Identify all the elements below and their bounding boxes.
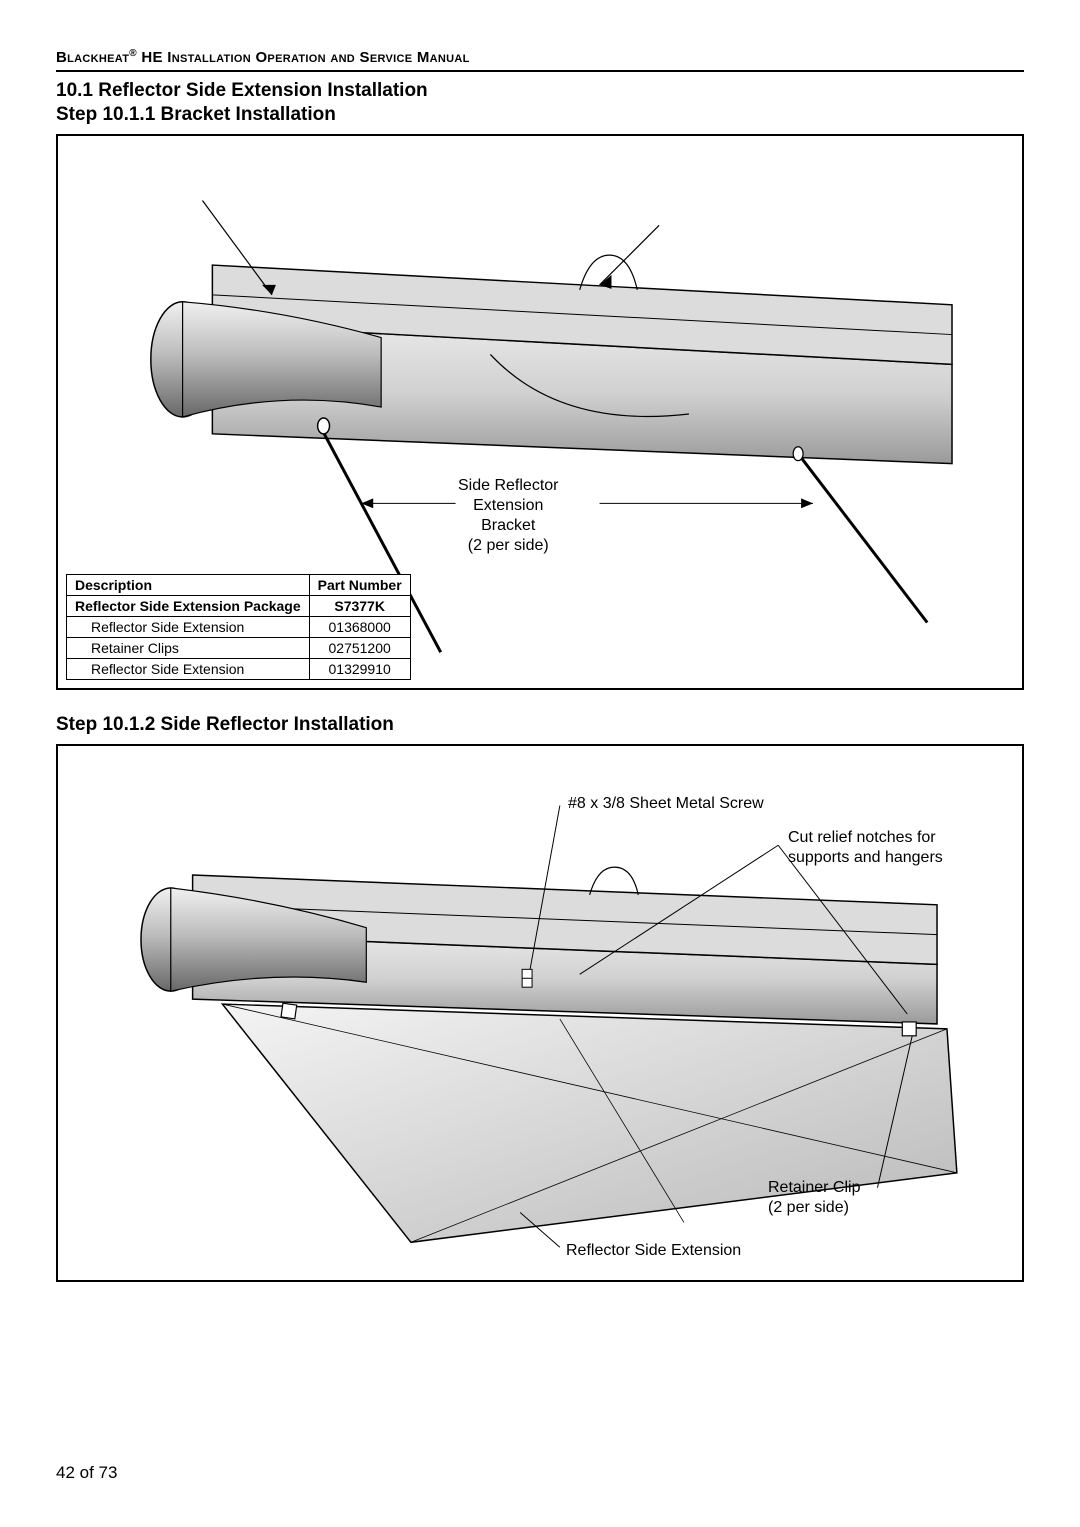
page: Blackheat® HE Installation Operation and… [0, 0, 1080, 1527]
col-partnumber: Part Number [309, 575, 410, 596]
table-header-row: Description Part Number [67, 575, 411, 596]
label-retainer-clip: Retainer Clip (2 per side) [768, 1178, 860, 1218]
label-notch-line2: supports and hangers [788, 848, 943, 868]
parts-table: Description Part Number Reflector Side E… [66, 574, 411, 680]
cell-pn: 02751200 [309, 638, 410, 659]
section-heading: 10.1 Reflector Side Extension Installati… [56, 80, 1024, 102]
diagram-2 [58, 746, 1022, 1280]
cell-pn: 01368000 [309, 617, 410, 638]
step-1-heading: Step 10.1.1 Bracket Installation [56, 104, 1024, 126]
figure-bracket-installation: Side Reflector Extension Bracket (2 per … [56, 134, 1024, 690]
label-side-extension: Reflector Side Extension [566, 1241, 741, 1261]
label-bracket-line3: Bracket [458, 516, 559, 536]
cell-desc: Retainer Clips [67, 638, 310, 659]
header-rest: HE Installation Operation and Service Ma… [137, 49, 470, 66]
label-bracket: Side Reflector Extension Bracket (2 per … [458, 476, 559, 556]
table-row: Reflector Side Extension 01368000 [67, 617, 411, 638]
cell-pn: 01329910 [309, 659, 410, 680]
label-notch-line1: Cut relief notches for [788, 828, 943, 848]
registered-mark: ® [129, 48, 137, 59]
brand: Blackheat [56, 49, 129, 66]
label-bracket-line2: Extension [458, 496, 559, 516]
table-row: Reflector Side Extension Package S7377K [67, 596, 411, 617]
col-description: Description [67, 575, 310, 596]
label-bracket-line4: (2 per side) [458, 536, 559, 556]
label-screw: #8 x 3/8 Sheet Metal Screw [568, 794, 764, 814]
page-number: 42 of 73 [56, 1463, 117, 1483]
cell-desc: Reflector Side Extension Package [67, 596, 310, 617]
label-bracket-line1: Side Reflector [458, 476, 559, 496]
table-row: Retainer Clips 02751200 [67, 638, 411, 659]
cell-pn: S7377K [309, 596, 410, 617]
label-notch: Cut relief notches for supports and hang… [788, 828, 943, 868]
label-clip-line2: (2 per side) [768, 1198, 860, 1218]
table-row: Reflector Side Extension 01329910 [67, 659, 411, 680]
figure-side-reflector-installation: #8 x 3/8 Sheet Metal Screw Cut relief no… [56, 744, 1024, 1282]
cell-desc: Reflector Side Extension [67, 659, 310, 680]
label-clip-line1: Retainer Clip [768, 1178, 860, 1198]
running-header: Blackheat® HE Installation Operation and… [56, 48, 1024, 72]
step-2-heading: Step 10.1.2 Side Reflector Installation [56, 714, 1024, 736]
cell-desc: Reflector Side Extension [67, 617, 310, 638]
